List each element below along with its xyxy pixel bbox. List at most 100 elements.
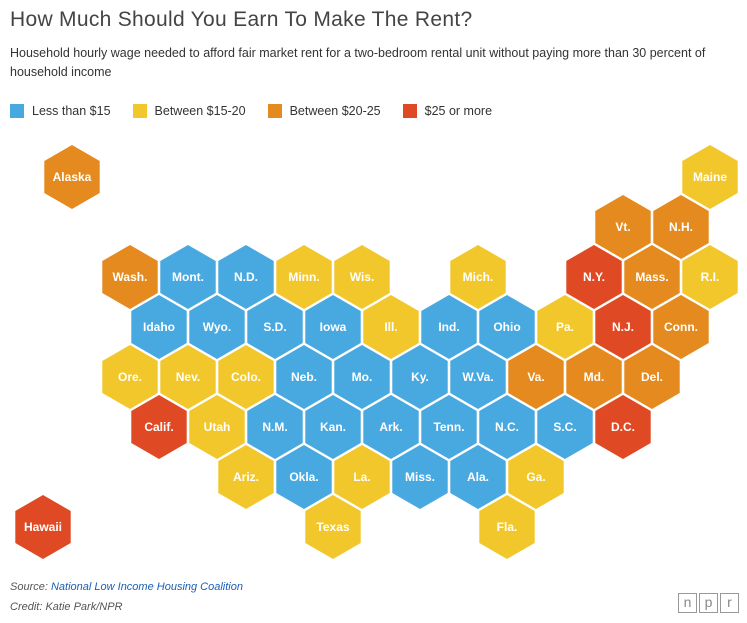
legend-item: Between $15-20 bbox=[132, 104, 246, 118]
state-hex bbox=[566, 345, 622, 409]
state-label: S.D. bbox=[263, 320, 286, 334]
state-hex bbox=[102, 345, 158, 409]
state-label: Mo. bbox=[352, 370, 373, 384]
state-label: Minn. bbox=[288, 270, 319, 284]
subtitle: Household hourly wage needed to afford f… bbox=[10, 46, 706, 79]
state-label: Ark. bbox=[379, 420, 402, 434]
state-label: Tenn. bbox=[433, 420, 464, 434]
state-label: Ariz. bbox=[233, 470, 259, 484]
state-tile: Okla. bbox=[276, 445, 332, 509]
state-tile: N.M. bbox=[247, 395, 303, 459]
state-hex bbox=[624, 245, 680, 309]
state-label: D.C. bbox=[611, 420, 635, 434]
state-tile: Nev. bbox=[160, 345, 216, 409]
state-tile: Iowa bbox=[305, 295, 361, 359]
state-label: Kan. bbox=[320, 420, 346, 434]
state-hex bbox=[276, 345, 332, 409]
legend-swatch bbox=[267, 104, 282, 118]
state-label: Idaho bbox=[143, 320, 175, 334]
state-label: N.Y. bbox=[583, 270, 605, 284]
state-tile: R.I. bbox=[682, 245, 738, 309]
state-tile: Mo. bbox=[334, 345, 390, 409]
state-hex bbox=[421, 295, 477, 359]
state-tile: Ind. bbox=[421, 295, 477, 359]
state-tile: W.Va. bbox=[450, 345, 506, 409]
state-label: Ky. bbox=[411, 370, 429, 384]
state-hex bbox=[595, 395, 651, 459]
legend-label: $25 or more bbox=[424, 104, 493, 118]
state-label: Ga. bbox=[526, 470, 545, 484]
legend-label: Less than $15 bbox=[32, 104, 111, 118]
legend-swatch bbox=[10, 104, 24, 118]
state-label: Neb. bbox=[291, 370, 317, 384]
state-hex bbox=[595, 295, 651, 359]
state-tile: Ga. bbox=[508, 445, 564, 509]
state-label: Nev. bbox=[176, 370, 200, 384]
state-tile: N.D. bbox=[218, 245, 274, 309]
state-hex bbox=[131, 395, 187, 459]
state-label: N.C. bbox=[495, 420, 519, 434]
state-tile: N.H. bbox=[653, 195, 709, 259]
state-hex bbox=[15, 495, 71, 559]
state-label: Iowa bbox=[320, 320, 347, 334]
state-label: Ala. bbox=[467, 470, 489, 484]
state-hex bbox=[479, 495, 535, 559]
state-hex bbox=[276, 245, 332, 309]
state-hex bbox=[131, 295, 187, 359]
state-label: R.I. bbox=[701, 270, 720, 284]
state-hex bbox=[508, 345, 564, 409]
state-label: Wash. bbox=[113, 270, 148, 284]
state-tile: Ark. bbox=[363, 395, 419, 459]
state-hex bbox=[305, 495, 361, 559]
state-label: Ohio bbox=[493, 320, 520, 334]
state-tile: Mich. bbox=[450, 245, 506, 309]
source-link[interactable]: National Low Income Housing Coalition bbox=[50, 581, 243, 593]
state-tile: Ore. bbox=[102, 345, 158, 409]
state-tile: Md. bbox=[566, 345, 622, 409]
state-tile: Miss. bbox=[392, 445, 448, 509]
state-tile: Hawaii bbox=[15, 495, 71, 559]
state-hex bbox=[276, 445, 332, 509]
state-tile: Pa. bbox=[537, 295, 593, 359]
state-tile: Wash. bbox=[102, 245, 158, 309]
state-hex bbox=[334, 445, 390, 509]
state-label: Del. bbox=[641, 370, 663, 384]
state-label: Utah bbox=[204, 420, 231, 434]
state-tile: S.C. bbox=[537, 395, 593, 459]
state-tile: Ariz. bbox=[218, 445, 274, 509]
state-tile: Wyo. bbox=[189, 295, 245, 359]
credit: Credit: Katie Park/NPR bbox=[10, 601, 123, 613]
state-tile: Neb. bbox=[276, 345, 332, 409]
state-hex bbox=[653, 195, 709, 259]
state-hex bbox=[624, 345, 680, 409]
state-hex bbox=[450, 345, 506, 409]
legend-item: $25 or more bbox=[402, 104, 493, 118]
state-hex bbox=[189, 295, 245, 359]
state-hex bbox=[653, 295, 709, 359]
state-tile: Tenn. bbox=[421, 395, 477, 459]
legend-swatch bbox=[132, 104, 147, 118]
state-tile: D.C. bbox=[595, 395, 651, 459]
state-tile: Del. bbox=[624, 345, 680, 409]
state-label: Alaska bbox=[53, 170, 92, 184]
state-hex bbox=[363, 395, 419, 459]
state-tile: Vt. bbox=[595, 195, 651, 259]
state-label: Wis. bbox=[350, 270, 375, 284]
legend-label: Between $15-20 bbox=[154, 104, 246, 118]
state-hex bbox=[218, 245, 274, 309]
state-tile: Ill. bbox=[363, 295, 419, 359]
state-hex bbox=[682, 245, 738, 309]
title: How Much Should You Earn To Make The Ren… bbox=[10, 8, 473, 31]
state-label: Ill. bbox=[384, 320, 397, 334]
state-label: Maine bbox=[693, 170, 727, 184]
state-hex bbox=[537, 395, 593, 459]
state-label: N.H. bbox=[669, 220, 693, 234]
state-hex bbox=[479, 295, 535, 359]
state-tile: Conn. bbox=[653, 295, 709, 359]
state-tile: Alaska bbox=[44, 145, 100, 209]
state-tile: Calif. bbox=[131, 395, 187, 459]
state-tile: Mont. bbox=[160, 245, 216, 309]
state-hex bbox=[392, 345, 448, 409]
state-tile: Mass. bbox=[624, 245, 680, 309]
